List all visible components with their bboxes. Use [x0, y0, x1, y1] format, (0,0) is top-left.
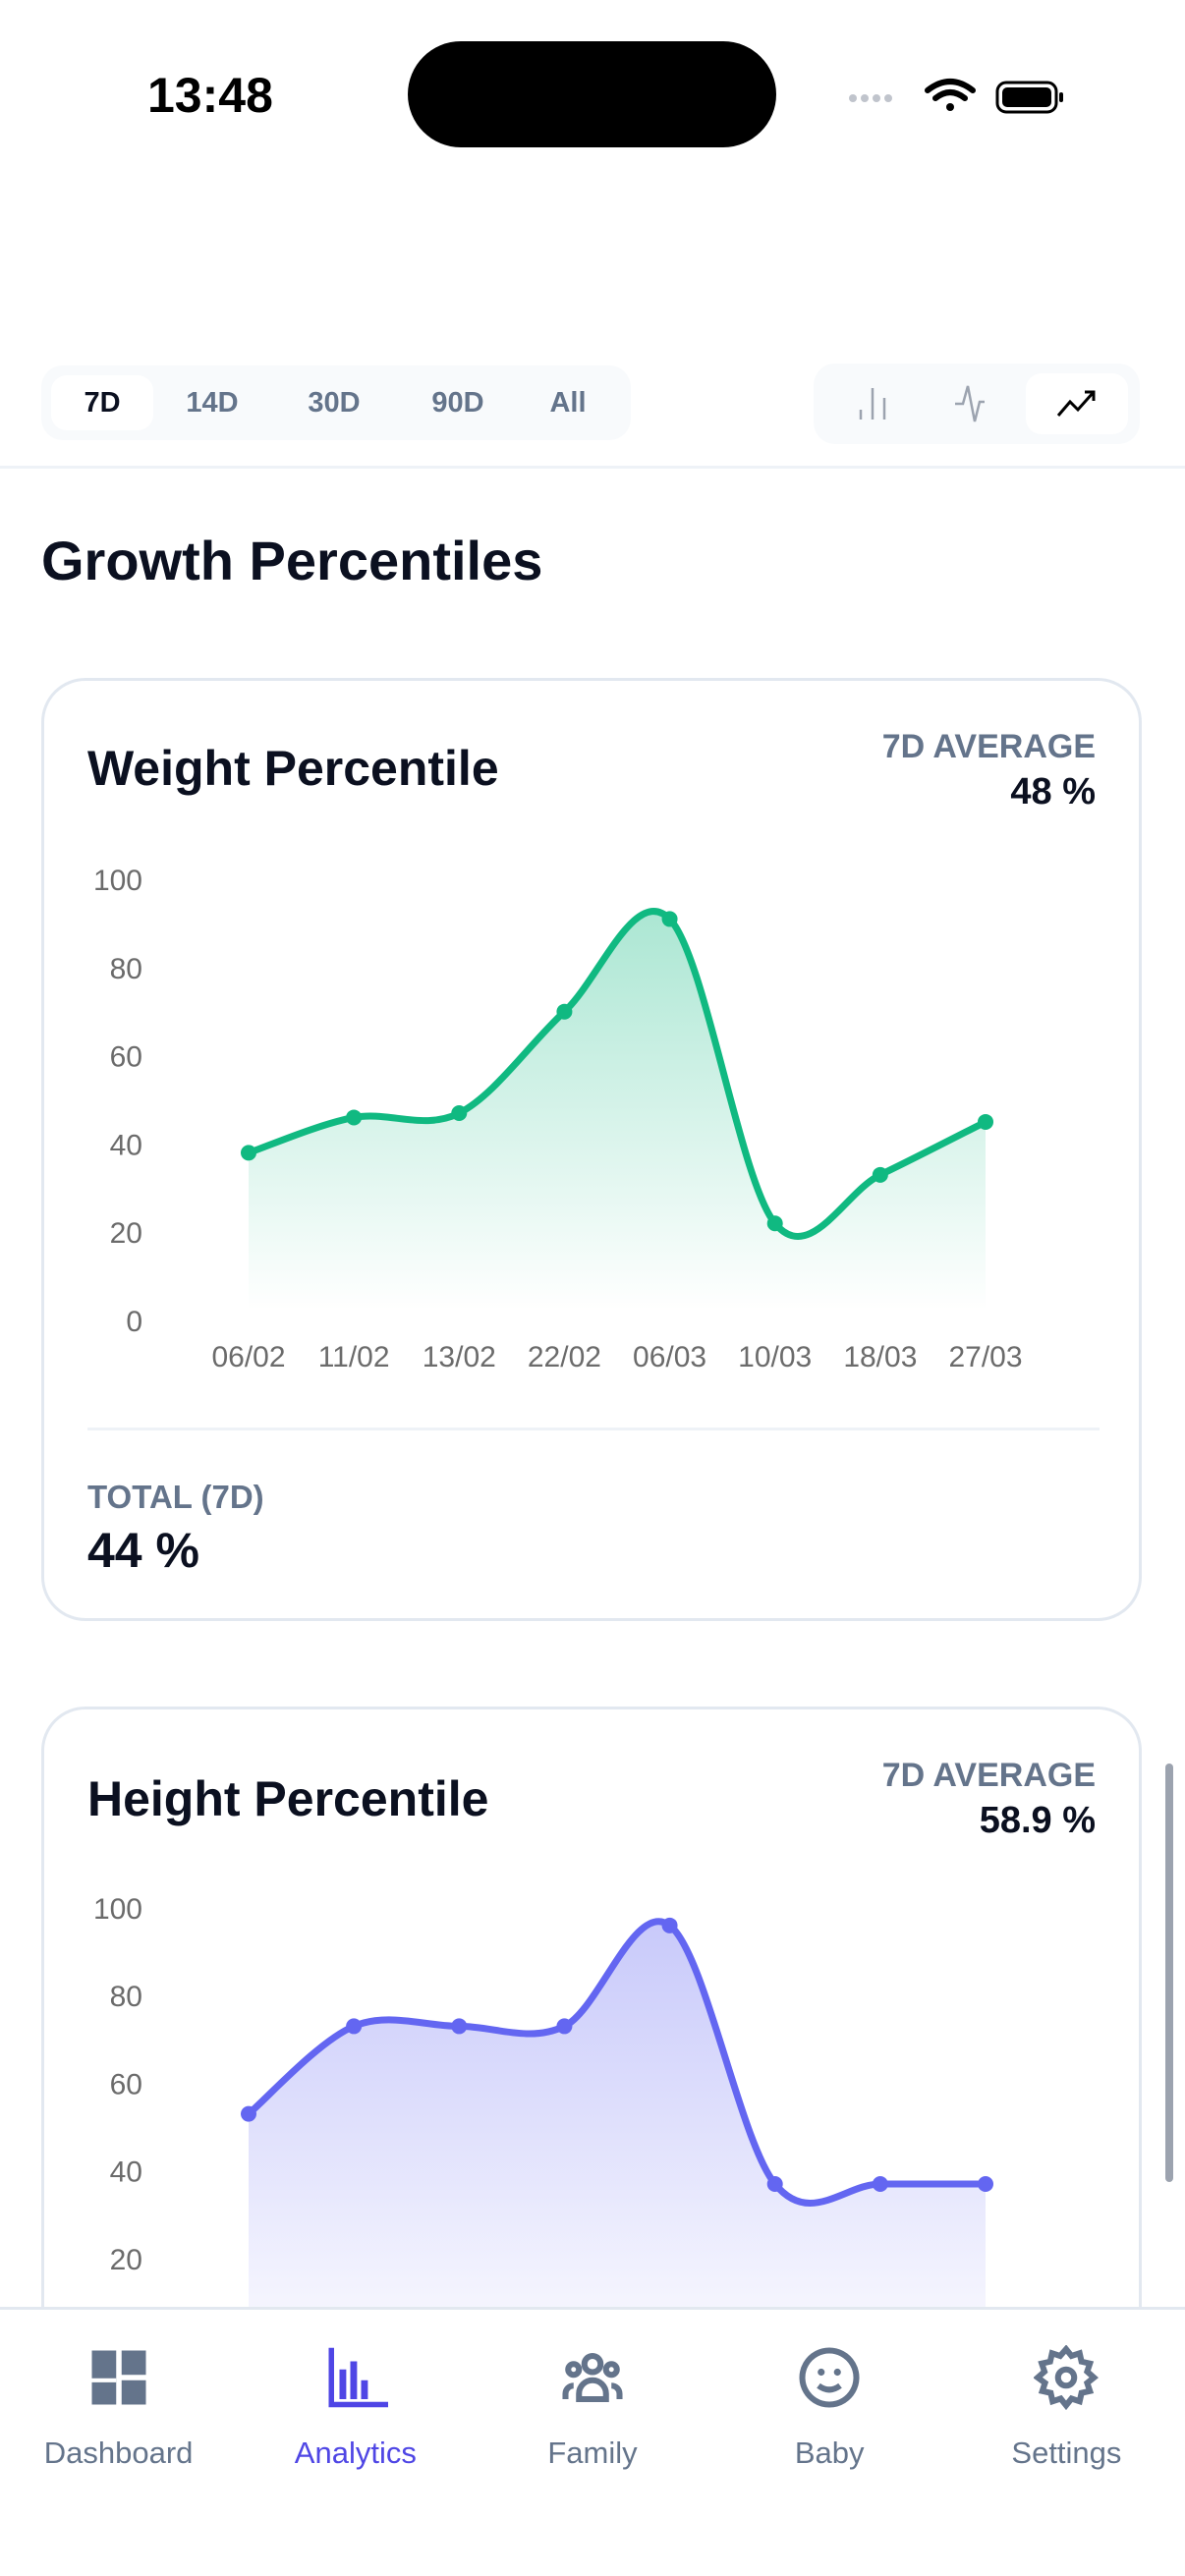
range-selector: 7D 14D 30D 90D All: [41, 365, 631, 440]
tab-family[interactable]: Family: [474, 2310, 710, 2576]
tab-dashboard[interactable]: Dashboard: [0, 2310, 237, 2576]
weight-chart: 0 20 40 60 80 100 06/02 11/02 13/02 22/02 06/03 10/…: [93, 865, 1023, 1373]
area-fill: [249, 911, 986, 1311]
x-tick-label: 06/03: [633, 1341, 706, 1373]
y-tick-label: 100: [93, 865, 142, 897]
tab-analytics[interactable]: Analytics: [237, 2310, 474, 2576]
data-point: [241, 1145, 256, 1161]
dashboard-icon: [91, 2350, 146, 2405]
data-point: [766, 2175, 783, 2192]
tab-label: Baby: [794, 2436, 865, 2470]
series-line: [245, 1918, 989, 2207]
tab-baby[interactable]: Baby: [711, 2310, 948, 2576]
area-fill: [249, 1921, 986, 2391]
y-tick-label: 80: [110, 953, 142, 985]
data-point: [661, 1917, 678, 1933]
total-value: 44 %: [87, 1523, 199, 1578]
data-point: [556, 2018, 573, 2035]
x-tick-label: 10/03: [738, 1341, 812, 1373]
y-tick-label: 80: [110, 1981, 142, 2013]
data-point: [346, 2018, 363, 2035]
total-label: TOTAL (7D): [87, 1479, 264, 1515]
x-tick-label: 06/02: [211, 1341, 285, 1373]
y-tick-label: 40: [110, 2156, 142, 2189]
scrollbar[interactable]: [1165, 1764, 1173, 2182]
data-point: [766, 1215, 783, 1232]
tab-label: Settings: [1011, 2436, 1122, 2470]
average-value: 58.9 %: [979, 1800, 1096, 1841]
data-point: [978, 2175, 993, 2192]
x-tick-label: 11/02: [318, 1341, 390, 1373]
tab-bar: Dashboard Analytics Family Baby Settings: [0, 2307, 1185, 2576]
height-chart: 20 40 60 80 100: [93, 1893, 993, 2391]
x-tick-label: 13/02: [423, 1341, 496, 1373]
chart-type-pulse[interactable]: [924, 376, 1026, 431]
y-tick-label: 100: [93, 1893, 142, 1926]
data-point: [241, 2105, 256, 2122]
section-title: Growth Percentiles: [41, 530, 543, 591]
range-option-all[interactable]: All: [549, 386, 587, 419]
y-tick-label: 0: [126, 1306, 142, 1338]
series-line: [245, 908, 989, 1240]
tab-label: Family: [547, 2436, 638, 2470]
baby-icon: [799, 2347, 860, 2408]
dynamic-island: [408, 41, 776, 147]
chart-type-selector: [814, 364, 1140, 444]
range-option-30d[interactable]: 30D: [308, 386, 361, 419]
family-icon: [562, 2352, 623, 2403]
tab-settings[interactable]: Settings: [948, 2310, 1185, 2576]
data-point: [872, 1166, 888, 1183]
tab-label: Analytics: [294, 2436, 417, 2470]
status-icons: [849, 79, 1063, 114]
card-title: Height Percentile: [87, 1771, 489, 1826]
x-tick-label: 18/03: [843, 1341, 917, 1373]
height-percentile-card: Height Percentile 7D AVERAGE 58.9 % 20 40…: [41, 1707, 1142, 2394]
data-point: [978, 1113, 993, 1130]
y-tick-label: 20: [110, 2244, 142, 2276]
tab-label: Dashboard: [43, 2436, 194, 2470]
settings-icon: [1034, 2345, 1100, 2410]
data-point: [451, 2018, 468, 2035]
card-title: Weight Percentile: [87, 741, 499, 796]
wifi-icon: [925, 79, 976, 111]
data-point: [451, 1104, 468, 1121]
average-label: 7D AVERAGE: [881, 1757, 1096, 1794]
average-value: 48 %: [1010, 771, 1096, 812]
range-option-7d[interactable]: 7D: [51, 375, 153, 430]
x-tick-label: 22/02: [528, 1341, 601, 1373]
data-point: [346, 1109, 363, 1126]
pulse-icon: [955, 385, 985, 422]
header-divider: [0, 466, 1185, 469]
data-point: [872, 2175, 888, 2192]
y-tick-label: 40: [110, 1129, 142, 1161]
data-point: [661, 911, 678, 927]
chart-type-line[interactable]: [1026, 373, 1128, 434]
card-divider: [87, 1428, 1100, 1430]
y-tick-label: 20: [110, 1217, 142, 1250]
chart-type-bar[interactable]: [821, 376, 924, 431]
y-tick-label: 60: [110, 1041, 142, 1074]
signal-icon: [849, 94, 892, 102]
y-tick-label: 60: [110, 2068, 142, 2100]
data-point: [556, 1003, 573, 1020]
bar-chart-icon: [859, 388, 886, 420]
weight-percentile-card: Weight Percentile 7D AVERAGE 48 % 0 20 40 6…: [41, 678, 1142, 1621]
status-time: 13:48: [147, 68, 273, 123]
x-tick-label: 27/03: [948, 1341, 1022, 1373]
analytics-icon: [328, 2347, 388, 2408]
trending-up-icon: [1056, 390, 1096, 417]
range-option-90d[interactable]: 90D: [431, 386, 484, 419]
range-option-14d[interactable]: 14D: [186, 386, 239, 419]
average-label: 7D AVERAGE: [881, 728, 1096, 765]
battery-icon: [995, 81, 1063, 114]
